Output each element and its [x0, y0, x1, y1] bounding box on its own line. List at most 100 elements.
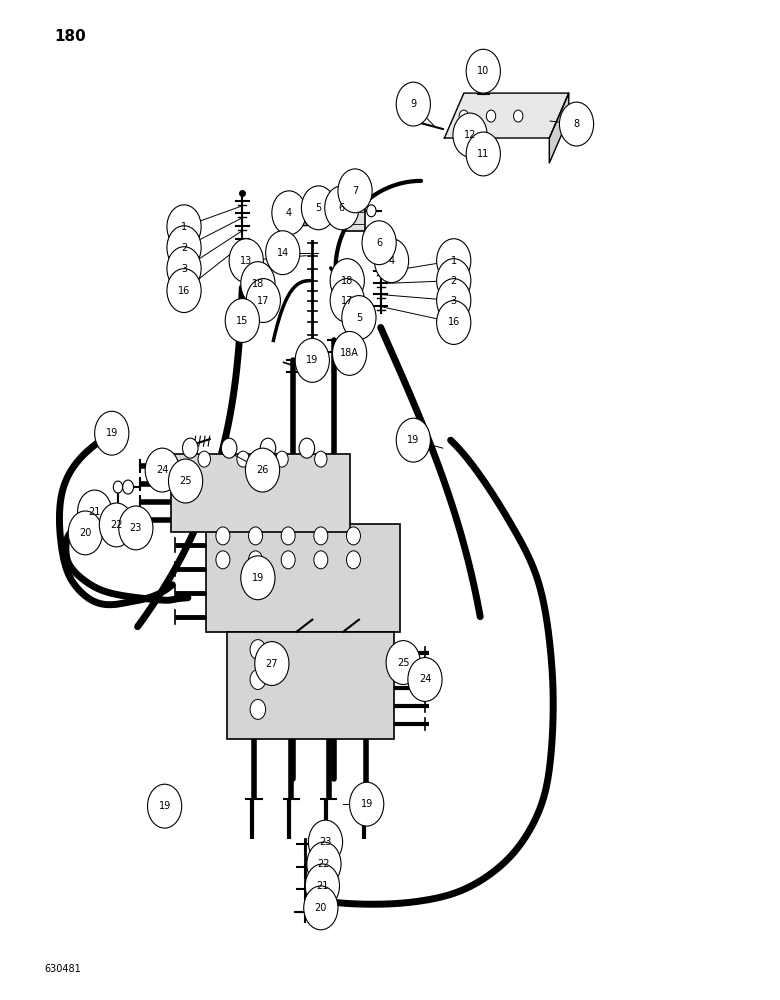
Text: 1: 1 — [451, 256, 457, 266]
Polygon shape — [549, 93, 569, 163]
Circle shape — [437, 301, 471, 344]
Circle shape — [453, 113, 488, 157]
Text: 16: 16 — [178, 286, 190, 296]
Text: 2: 2 — [451, 276, 457, 286]
Bar — [227, 632, 394, 739]
Circle shape — [266, 231, 300, 275]
Text: 24: 24 — [156, 465, 168, 475]
Circle shape — [147, 784, 182, 828]
Circle shape — [332, 331, 367, 375]
Circle shape — [261, 438, 276, 458]
Circle shape — [466, 141, 477, 155]
Circle shape — [513, 110, 523, 122]
Bar — [206, 524, 400, 632]
Text: 19: 19 — [307, 355, 318, 365]
Circle shape — [437, 259, 471, 303]
Circle shape — [94, 411, 129, 455]
Circle shape — [276, 451, 288, 467]
Circle shape — [301, 186, 335, 230]
Circle shape — [346, 551, 360, 569]
Circle shape — [241, 262, 275, 306]
Text: 3: 3 — [451, 296, 457, 306]
Text: 4: 4 — [388, 256, 395, 266]
Text: 16: 16 — [448, 317, 460, 327]
Text: 25: 25 — [397, 658, 410, 668]
Circle shape — [307, 842, 341, 886]
Circle shape — [145, 448, 179, 492]
Text: 19: 19 — [158, 801, 171, 811]
Text: 20: 20 — [79, 528, 91, 538]
Circle shape — [314, 451, 327, 467]
Text: 6: 6 — [376, 238, 382, 248]
Circle shape — [396, 82, 431, 126]
Circle shape — [486, 141, 497, 155]
Text: 17: 17 — [257, 296, 270, 306]
Text: 21: 21 — [88, 507, 101, 517]
Circle shape — [386, 641, 420, 684]
Text: 11: 11 — [477, 149, 489, 159]
Circle shape — [249, 551, 263, 569]
Text: 630481: 630481 — [44, 964, 81, 974]
Text: 23: 23 — [129, 523, 142, 533]
Text: 27: 27 — [266, 659, 278, 669]
Text: 21: 21 — [316, 881, 328, 891]
Circle shape — [362, 221, 396, 265]
Text: 15: 15 — [236, 316, 249, 326]
Text: 5: 5 — [315, 203, 321, 213]
Circle shape — [466, 49, 500, 93]
Circle shape — [299, 438, 314, 458]
Bar — [171, 454, 349, 532]
Circle shape — [295, 338, 329, 382]
Circle shape — [216, 551, 230, 569]
Circle shape — [466, 132, 500, 176]
Circle shape — [367, 205, 376, 217]
Text: 9: 9 — [410, 99, 417, 109]
Circle shape — [559, 102, 594, 146]
Circle shape — [314, 551, 328, 569]
Circle shape — [198, 451, 211, 467]
Text: 19: 19 — [252, 573, 264, 583]
Circle shape — [305, 864, 339, 908]
Circle shape — [77, 490, 112, 534]
Circle shape — [330, 279, 364, 322]
Circle shape — [225, 299, 260, 342]
Circle shape — [249, 527, 263, 545]
Circle shape — [281, 551, 295, 569]
Circle shape — [119, 506, 153, 550]
Text: 22: 22 — [110, 520, 122, 530]
Text: 180: 180 — [55, 29, 86, 44]
Text: 25: 25 — [179, 476, 192, 486]
Circle shape — [250, 699, 266, 719]
Text: 4: 4 — [286, 208, 292, 218]
Text: 22: 22 — [317, 859, 330, 869]
Circle shape — [167, 269, 201, 313]
Circle shape — [408, 658, 442, 701]
Text: 13: 13 — [240, 256, 253, 266]
Circle shape — [330, 259, 364, 303]
Text: 2: 2 — [181, 243, 187, 253]
Text: 7: 7 — [352, 186, 358, 196]
Circle shape — [68, 511, 102, 555]
Circle shape — [167, 247, 201, 291]
Circle shape — [272, 191, 306, 235]
Circle shape — [374, 239, 409, 283]
Text: 3: 3 — [181, 264, 187, 274]
Text: 19: 19 — [360, 799, 373, 809]
Circle shape — [216, 527, 230, 545]
Text: 14: 14 — [277, 248, 289, 258]
Text: 19: 19 — [105, 428, 118, 438]
Circle shape — [167, 205, 201, 249]
Circle shape — [324, 186, 359, 230]
Circle shape — [308, 820, 342, 864]
Circle shape — [168, 459, 203, 503]
Text: 18A: 18A — [340, 348, 359, 358]
Circle shape — [113, 481, 122, 493]
Circle shape — [281, 527, 295, 545]
Circle shape — [250, 640, 266, 660]
Circle shape — [99, 503, 133, 547]
Circle shape — [314, 527, 328, 545]
Text: 8: 8 — [573, 119, 580, 129]
Circle shape — [122, 480, 133, 494]
Text: 17: 17 — [341, 296, 353, 306]
Circle shape — [338, 169, 372, 213]
